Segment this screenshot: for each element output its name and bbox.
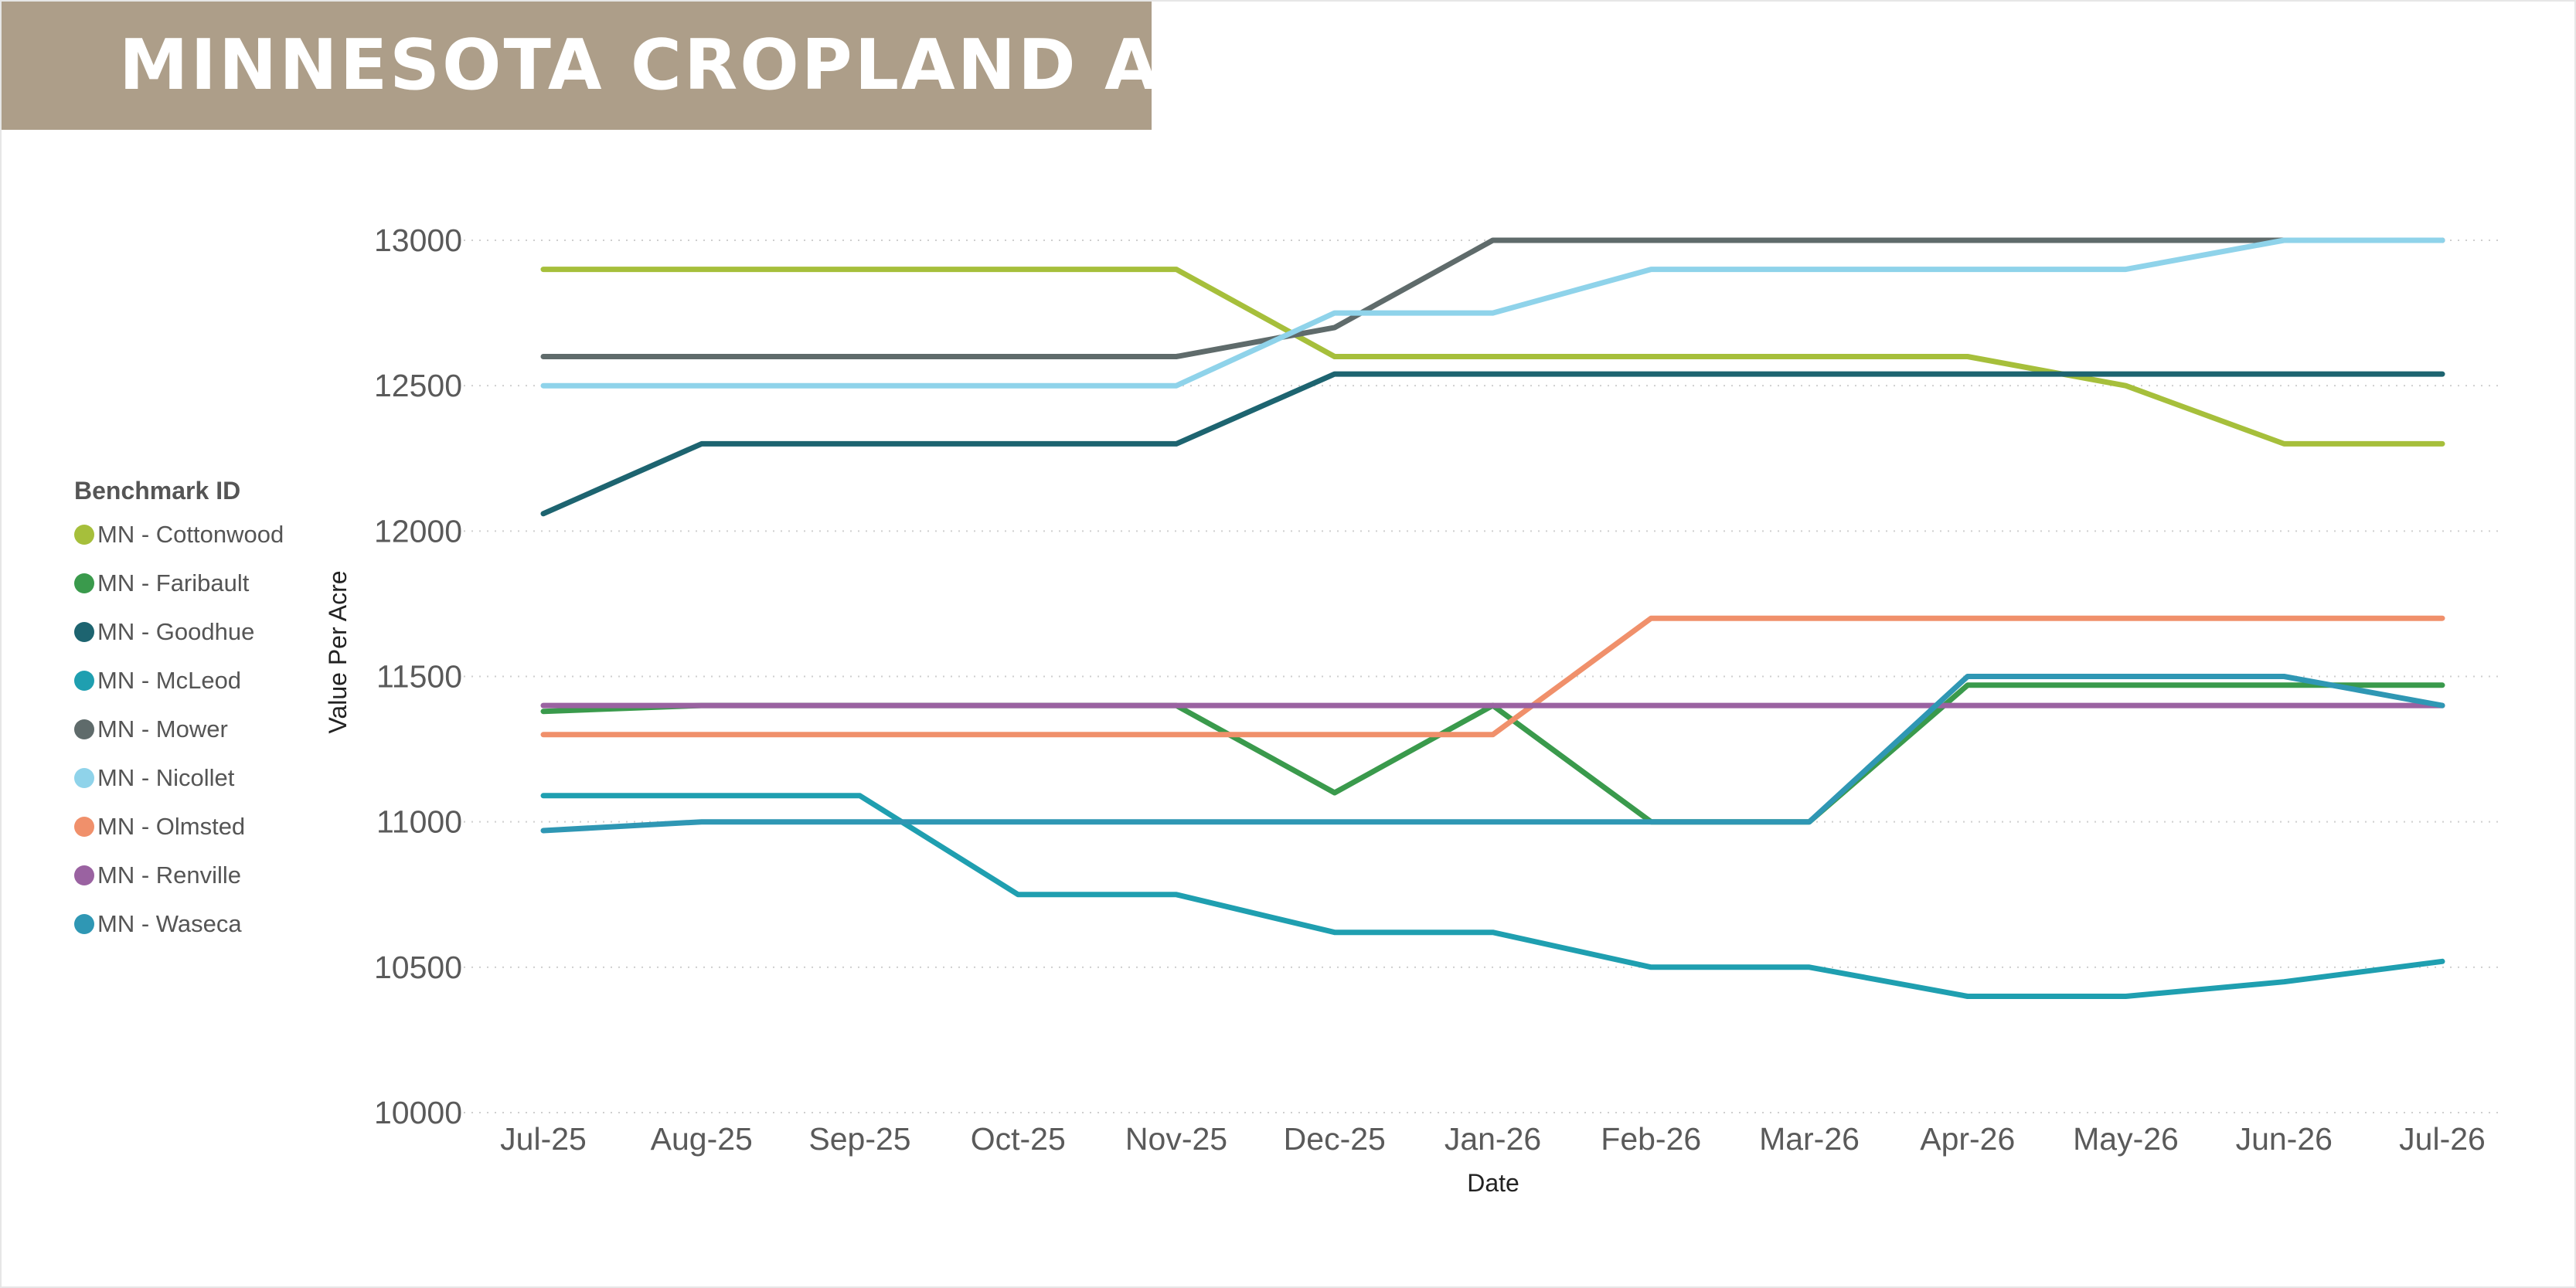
x-tick-label: May-26 — [2073, 1121, 2179, 1157]
title-banner: MINNESOTA CROPLAND A — [2, 2, 1159, 130]
legend-dot-icon — [74, 719, 94, 739]
chart-legend: Benchmark ID MN - Cottonwood MN - Fariba… — [74, 471, 329, 948]
x-tick-label: Jan-26 — [1445, 1121, 1541, 1157]
legend-dot-icon — [74, 573, 94, 593]
legend-item-mcleod[interactable]: MN - McLeod — [74, 656, 329, 705]
series-line-mn-waseca[interactable] — [540, 674, 2445, 834]
series-line-mn-nicollet[interactable] — [540, 237, 2445, 389]
y-axis-ticks: 13000 12500 12000 11500 11000 10500 10000 — [374, 223, 462, 1130]
x-tick-label: Dec-25 — [1284, 1121, 1386, 1157]
legend-item-waseca[interactable]: MN - Waseca — [74, 899, 329, 948]
legend-label: MN - Nicollet — [97, 763, 235, 791]
x-tick-label: Mar-26 — [1759, 1121, 1860, 1157]
series-line-mn-cottonwood[interactable] — [540, 267, 2445, 447]
legend-label: MN - Renville — [97, 861, 242, 889]
series-line-mn-olmsted[interactable] — [540, 615, 2445, 738]
legend-dot-icon — [74, 524, 94, 545]
legend-item-renville[interactable]: MN - Renville — [74, 851, 329, 899]
x-tick-label: Sep-25 — [808, 1121, 910, 1157]
x-axis-title: Date — [1467, 1169, 1519, 1197]
series-lines — [540, 237, 2445, 999]
y-axis-title: Value Per Acre — [324, 570, 352, 733]
x-tick-label: Aug-25 — [651, 1121, 753, 1157]
legend-title: Benchmark ID — [74, 477, 241, 505]
legend-dot-icon — [74, 865, 94, 885]
legend-label: MN - Faribault — [97, 569, 250, 596]
x-tick-label: Oct-25 — [971, 1121, 1066, 1157]
legend-dot-icon — [74, 767, 94, 788]
y-tick-label: 11000 — [376, 804, 462, 840]
legend-label: MN - Mower — [97, 715, 228, 743]
legend-item-mower[interactable]: MN - Mower — [74, 705, 329, 753]
y-tick-label: 13000 — [374, 223, 462, 258]
series-line-mn-goodhue[interactable] — [540, 371, 2445, 517]
legend-item-goodhue[interactable]: MN - Goodhue — [74, 607, 329, 656]
x-tick-label: Feb-26 — [1601, 1121, 1701, 1157]
legend-item-cottonwood[interactable]: MN - Cottonwood — [74, 510, 329, 559]
x-tick-label: Jul-25 — [500, 1121, 587, 1157]
legend-dot-icon — [74, 816, 94, 837]
y-tick-label: 10000 — [374, 1095, 462, 1130]
legend-label: MN - McLeod — [97, 666, 242, 694]
legend-label: MN - Goodhue — [97, 617, 255, 645]
legend-dot-icon — [74, 670, 94, 691]
legend-item-olmsted[interactable]: MN - Olmsted — [74, 802, 329, 851]
y-tick-label: 12000 — [374, 513, 462, 549]
series-line-mn-mower[interactable] — [540, 237, 2445, 359]
page-title: MINNESOTA CROPLAND A — [119, 25, 1161, 106]
y-tick-label: 11500 — [376, 659, 462, 695]
series-line-mn-mcleod[interactable] — [540, 793, 2445, 999]
legend-item-faribault[interactable]: MN - Faribault — [74, 559, 329, 607]
x-axis-ticks: Jul-25 Aug-25 Sep-25 Oct-25 Nov-25 Dec-25 Jan-… — [500, 1121, 2486, 1157]
x-tick-label: Jun-26 — [2236, 1121, 2333, 1157]
x-tick-label: Jul-26 — [2399, 1121, 2486, 1157]
legend-dot-icon — [74, 621, 94, 642]
legend-label: MN - Waseca — [97, 909, 242, 937]
legend-label: MN - Cottonwood — [97, 520, 284, 548]
legend-label: MN - Olmsted — [97, 812, 246, 840]
legend-item-nicollet[interactable]: MN - Nicollet — [74, 753, 329, 802]
y-tick-label: 10500 — [374, 950, 462, 985]
legend-dot-icon — [74, 913, 94, 934]
x-tick-label: Nov-25 — [1125, 1121, 1227, 1157]
y-tick-label: 12500 — [374, 368, 462, 403]
x-tick-label: Apr-26 — [1920, 1121, 2015, 1157]
